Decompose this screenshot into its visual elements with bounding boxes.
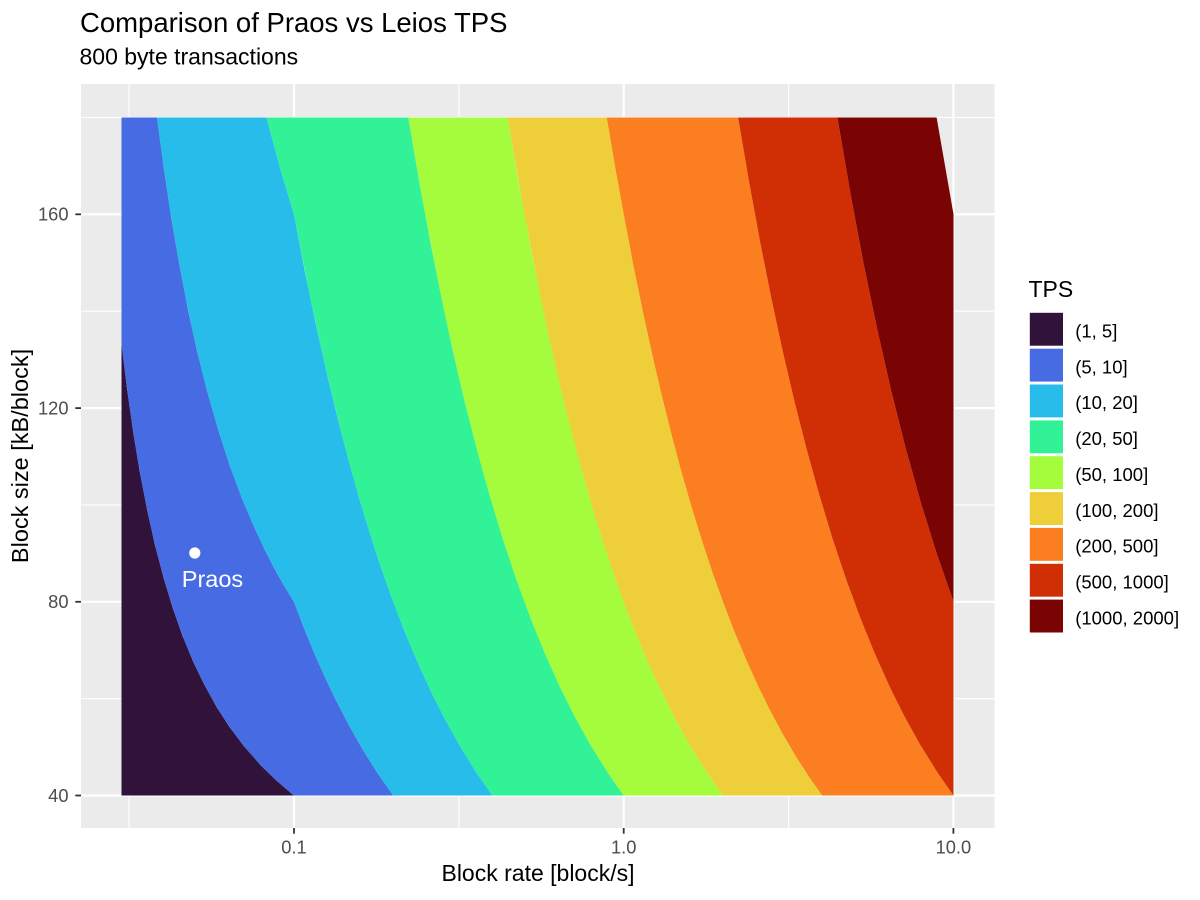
svg-text:(1, 5]: (1, 5] xyxy=(1075,321,1117,342)
svg-text:Praos: Praos xyxy=(182,566,243,592)
svg-text:120: 120 xyxy=(38,398,69,419)
svg-text:40: 40 xyxy=(48,785,68,806)
svg-text:(500, 1000]: (500, 1000] xyxy=(1075,572,1169,593)
svg-text:Block size [kB/block]: Block size [kB/block] xyxy=(7,349,33,563)
svg-text:(50, 100]: (50, 100] xyxy=(1075,464,1148,485)
svg-text:10.0: 10.0 xyxy=(936,837,972,858)
svg-text:(20, 50]: (20, 50] xyxy=(1075,428,1138,449)
svg-text:(200, 500]: (200, 500] xyxy=(1075,536,1158,557)
svg-text:Block rate [block/s]: Block rate [block/s] xyxy=(441,860,634,886)
svg-text:TPS: TPS xyxy=(1029,276,1074,302)
svg-text:(10, 20]: (10, 20] xyxy=(1075,392,1138,413)
svg-text:0.1: 0.1 xyxy=(281,837,306,858)
svg-text:(1000, 2000]: (1000, 2000] xyxy=(1075,607,1179,628)
svg-text:Comparison of Praos vs Leios T: Comparison of Praos vs Leios TPS xyxy=(80,7,507,38)
svg-text:80: 80 xyxy=(48,591,68,612)
svg-text:(100, 200]: (100, 200] xyxy=(1075,500,1158,521)
svg-text:(5, 10]: (5, 10] xyxy=(1075,356,1127,377)
svg-text:160: 160 xyxy=(38,204,69,225)
svg-text:800 byte transactions: 800 byte transactions xyxy=(80,43,299,69)
svg-text:1.0: 1.0 xyxy=(611,837,636,858)
